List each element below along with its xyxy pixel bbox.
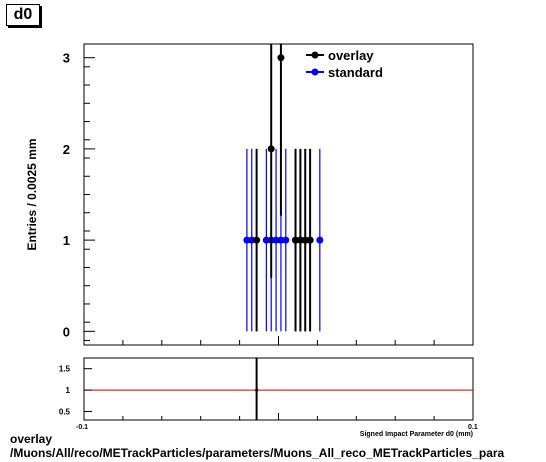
footer-caption-line1: overlay xyxy=(10,432,53,446)
ratio-plot-frame xyxy=(83,357,474,421)
data-point-standard xyxy=(243,236,251,244)
data-point-standard xyxy=(277,236,285,244)
x-axis-label: Signed Impact Parameter d0 (mm) xyxy=(360,431,473,438)
data-point-overlay xyxy=(267,145,275,153)
data-point-overlay xyxy=(292,236,300,244)
legend-marker-standard xyxy=(311,68,319,76)
y-axis-label: Entries / 0.0025 mm xyxy=(25,138,39,250)
main-plot-frame xyxy=(83,43,474,346)
data-point-overlay xyxy=(306,236,314,244)
histogram-title-box: d0 xyxy=(6,4,40,26)
data-point-overlay xyxy=(253,236,261,244)
data-point-standard xyxy=(262,236,270,244)
footer-caption-path: /Muons/All/reco/METrackParticles/paramet… xyxy=(10,446,505,460)
data-point-overlay xyxy=(301,236,309,244)
y-tick-label: 1 xyxy=(63,233,70,248)
y-tick-label: 0 xyxy=(63,324,70,339)
legend-label-overlay: overlay xyxy=(328,48,374,63)
ratio-y-tick-label: 1 xyxy=(66,386,71,395)
ratio-y-tick-label: 0.5 xyxy=(59,407,71,416)
data-point-standard xyxy=(248,236,256,244)
data-point-standard xyxy=(282,236,290,244)
legend-label-standard: standard xyxy=(328,65,383,80)
y-tick-label: 3 xyxy=(63,51,70,66)
ratio-point xyxy=(255,388,259,392)
ratio-y-tick-label: 1.5 xyxy=(59,365,71,374)
data-point-overlay xyxy=(296,236,304,244)
ratio-x-tick-label: -0.1 xyxy=(76,424,88,431)
data-point-overlay xyxy=(277,54,285,62)
legend-marker-overlay xyxy=(311,51,319,59)
y-tick-label: 2 xyxy=(63,142,70,157)
ratio-x-tick-label: 0.1 xyxy=(468,424,478,431)
data-point-standard xyxy=(272,236,280,244)
data-point-standard xyxy=(316,236,324,244)
